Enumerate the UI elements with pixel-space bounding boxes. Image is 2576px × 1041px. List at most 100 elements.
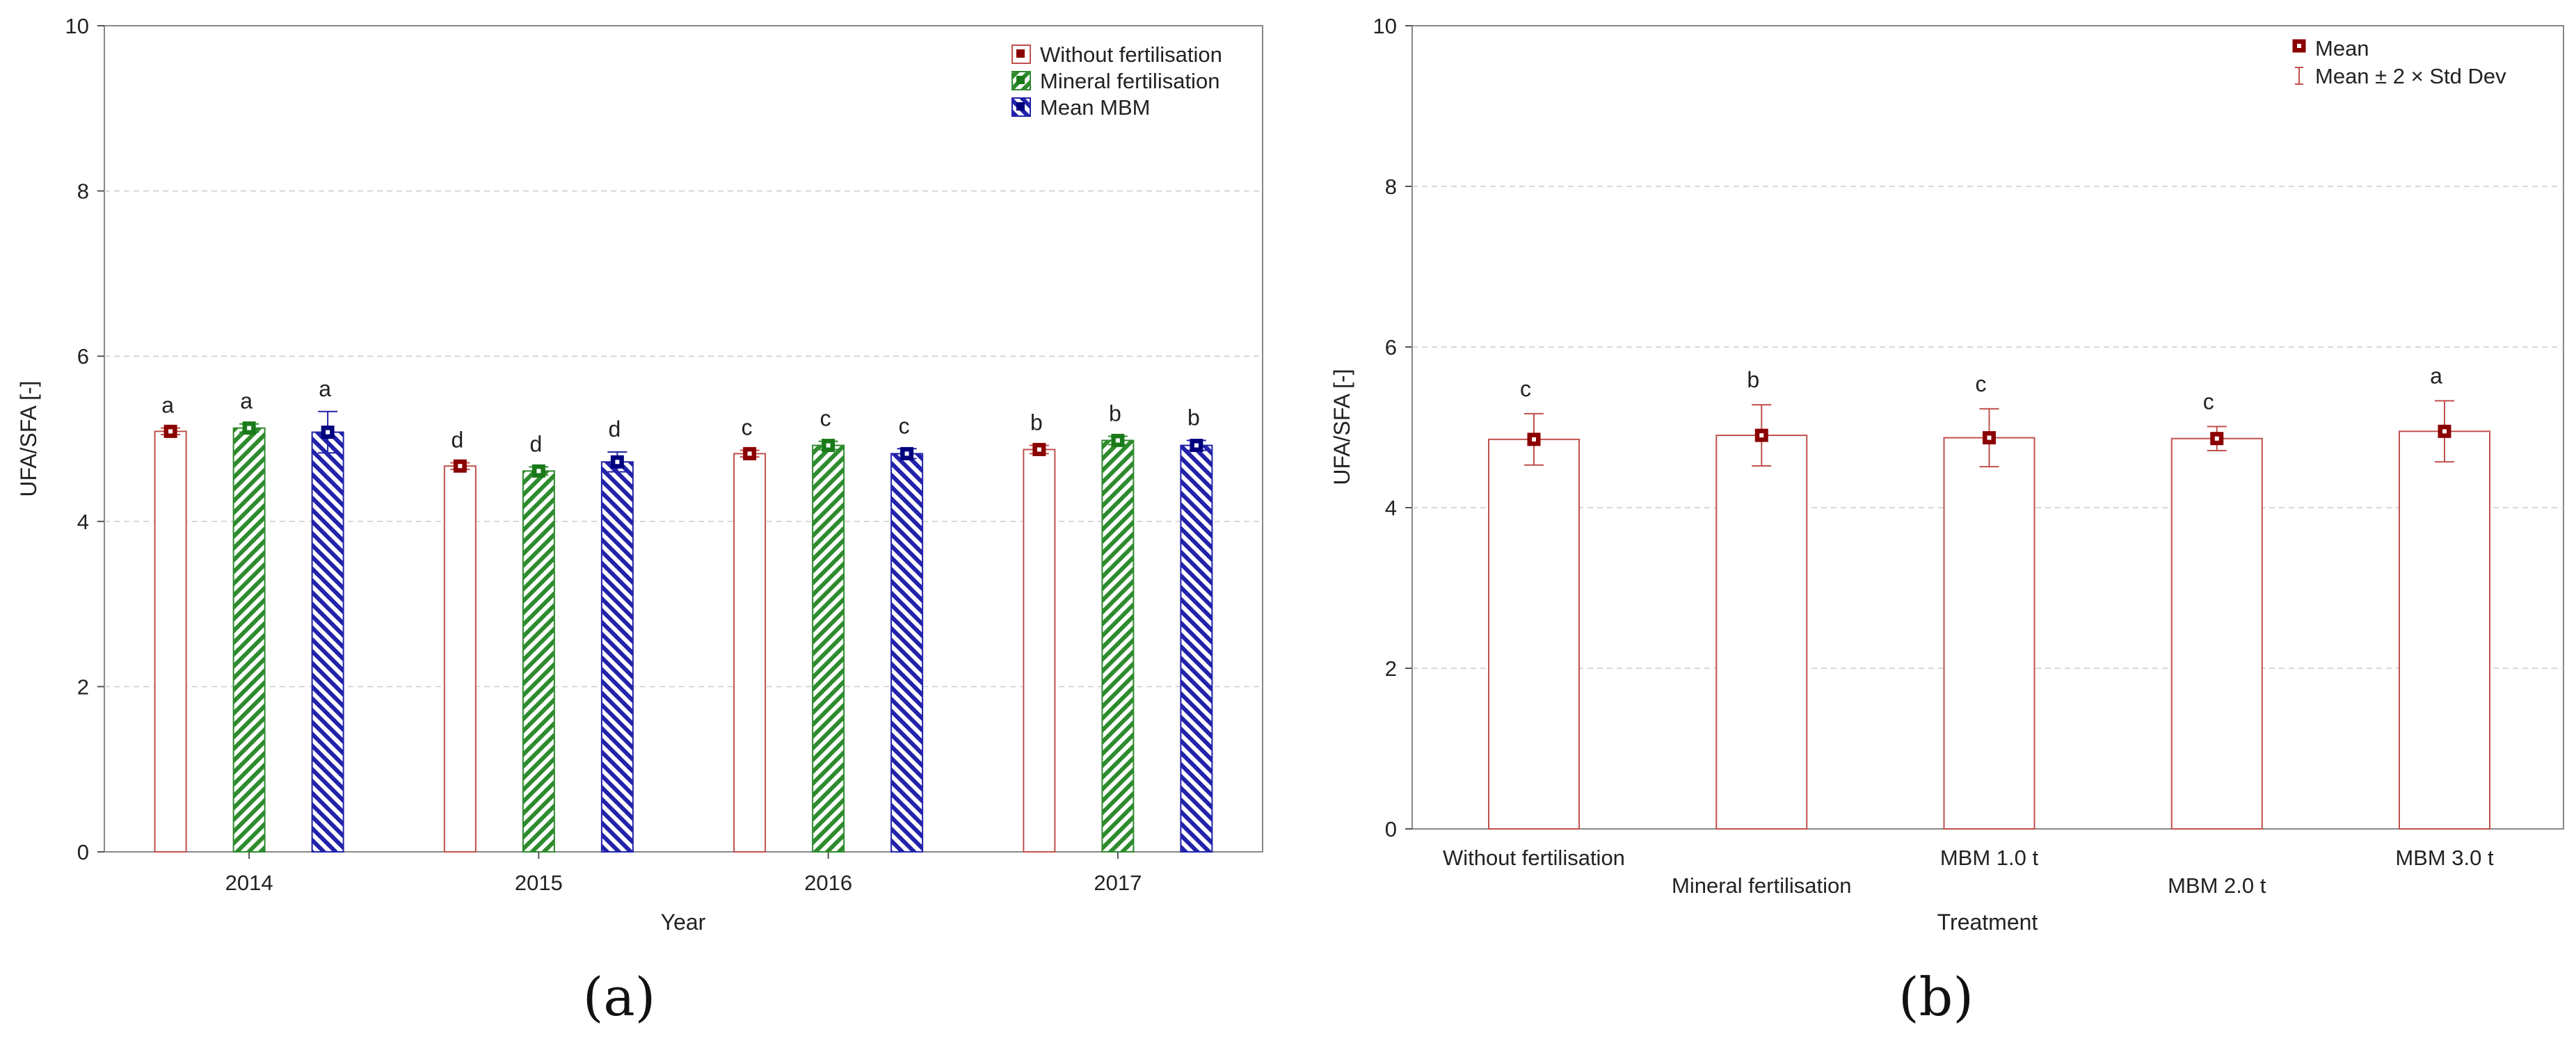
x-tick-label: MBM 3.0 t [2395, 846, 2494, 870]
significance-letter: b [1030, 410, 1043, 435]
panel-b-bars: c b c c a [1488, 363, 2490, 830]
significance-letter: b [1109, 401, 1121, 426]
mean-marker-center [1115, 438, 1120, 443]
panel-a-bars: a a a d d d c c c b b b [154, 376, 1213, 853]
bar [1943, 437, 2035, 830]
significance-letter: b [1747, 367, 1759, 392]
legend-marker [1016, 49, 1025, 58]
bar [600, 461, 634, 853]
mean-marker-center [904, 451, 909, 456]
x-tick-label: MBM 2.0 t [2168, 873, 2266, 898]
mean-marker-center [2442, 429, 2447, 434]
mean-marker-center [1532, 437, 1536, 442]
panel-b-y-axis-label: UFA/SFA [-] [1329, 369, 1354, 485]
x-tick-label: 2017 [1094, 871, 1142, 895]
significance-letter: c [742, 415, 753, 440]
bar [522, 470, 555, 853]
x-tick-label: 2016 [804, 871, 852, 895]
bar [1101, 439, 1135, 853]
significance-letter: a [161, 393, 174, 418]
significance-letter: d [529, 431, 542, 456]
mean-marker-center [168, 429, 173, 434]
x-tick-label: Mineral fertilisation [1672, 873, 1851, 898]
significance-letter: d [608, 417, 621, 442]
panel-a-y-ticks: 0 2 4 6 8 10 [65, 14, 104, 864]
bar [154, 430, 187, 853]
panel-b-label: (b) [1898, 966, 1974, 1028]
significance-letter: c [899, 413, 910, 438]
legend-label: Without fertilisation [1040, 42, 1222, 67]
y-tick-label: 0 [77, 840, 89, 864]
y-tick-label: 0 [1385, 817, 1397, 841]
mean-marker-center [747, 451, 752, 456]
mean-marker-center [2214, 436, 2219, 441]
x-tick-label: MBM 1.0 t [1940, 846, 2039, 870]
bar [2399, 430, 2490, 830]
y-tick-label: 8 [77, 179, 89, 204]
y-tick-label: 10 [65, 14, 89, 38]
x-tick-label: 2014 [225, 871, 273, 895]
mean-marker-center [1987, 435, 1992, 440]
mean-marker-center [1037, 447, 1041, 452]
y-tick-label: 2 [1385, 656, 1397, 681]
bar [1488, 438, 1580, 830]
panel-a-gridlines [104, 190, 1263, 688]
mean-marker-center [247, 426, 252, 430]
y-tick-label: 6 [1385, 335, 1397, 360]
bar [1715, 435, 1808, 830]
panel-a-x-axis-label: Year [661, 910, 706, 935]
mean-marker-center [326, 430, 330, 435]
significance-letter: a [2430, 363, 2442, 388]
significance-letter: c [820, 406, 831, 431]
panel-a-y-axis-label: UFA/SFA [-] [16, 380, 41, 497]
legend-label: Mean [2315, 36, 2369, 60]
y-tick-label: 4 [77, 510, 89, 534]
panel-b-x-ticks: Without fertilisation Mineral fertilisati… [1443, 846, 2494, 898]
y-tick-label: 10 [1373, 14, 1397, 38]
y-tick-label: 6 [77, 344, 89, 369]
legend-marker [1016, 76, 1025, 84]
bar [443, 465, 477, 853]
panel-b-y-ticks: 0 2 4 6 8 10 [1373, 14, 1412, 841]
panel-b-legend: Mean Mean ± 2 × Std Dev [2292, 36, 2506, 88]
y-tick-label: 2 [77, 675, 89, 699]
significance-letter: b [1187, 405, 1200, 430]
panel-a-x-ticks: 2014 2015 2016 2017 [225, 852, 1142, 895]
panel-a-chart: 0 2 4 6 8 10 a a a d d d c c c b b b 2014 2015 2016 2017 Ye… [16, 14, 1263, 1028]
x-tick-label: 2015 [515, 871, 563, 895]
significance-letter: d [451, 427, 463, 452]
bar [733, 453, 767, 853]
legend-mean-marker-center [2297, 44, 2301, 48]
legend-label: Mean MBM [1040, 95, 1150, 120]
y-tick-label: 8 [1385, 175, 1397, 199]
significance-letter: a [319, 376, 331, 401]
bar [890, 453, 924, 853]
significance-letter: c [2203, 389, 2214, 414]
legend-marker [1016, 102, 1025, 111]
panel-a-label: (a) [583, 966, 656, 1028]
bar [311, 431, 344, 853]
legend-label: Mean ± 2 × Std Dev [2315, 64, 2506, 88]
significance-letter: a [240, 389, 253, 414]
bar [812, 444, 845, 853]
mean-marker-center [826, 443, 831, 448]
mean-marker-center [536, 469, 541, 474]
y-tick-label: 4 [1385, 496, 1397, 520]
panel-b-x-axis-label: Treatment [1937, 910, 2038, 935]
mean-marker-center [615, 460, 620, 465]
significance-letter: c [1520, 376, 1531, 401]
mean-marker-center [1194, 443, 1199, 448]
significance-letter: c [1976, 371, 1987, 396]
bar [232, 427, 266, 853]
legend-label: Mineral fertilisation [1040, 69, 1219, 93]
bar [1180, 444, 1213, 853]
x-tick-label: Without fertilisation [1443, 846, 1625, 870]
panel-a-plot-frame [104, 25, 1263, 853]
bar [1023, 449, 1056, 853]
bar [2170, 437, 2263, 830]
mean-marker-center [1759, 433, 1764, 438]
panel-b-chart: 0 2 4 6 8 10 c b c c a Without fertilisation Miner… [1329, 14, 2564, 1028]
mean-marker-center [458, 464, 463, 469]
